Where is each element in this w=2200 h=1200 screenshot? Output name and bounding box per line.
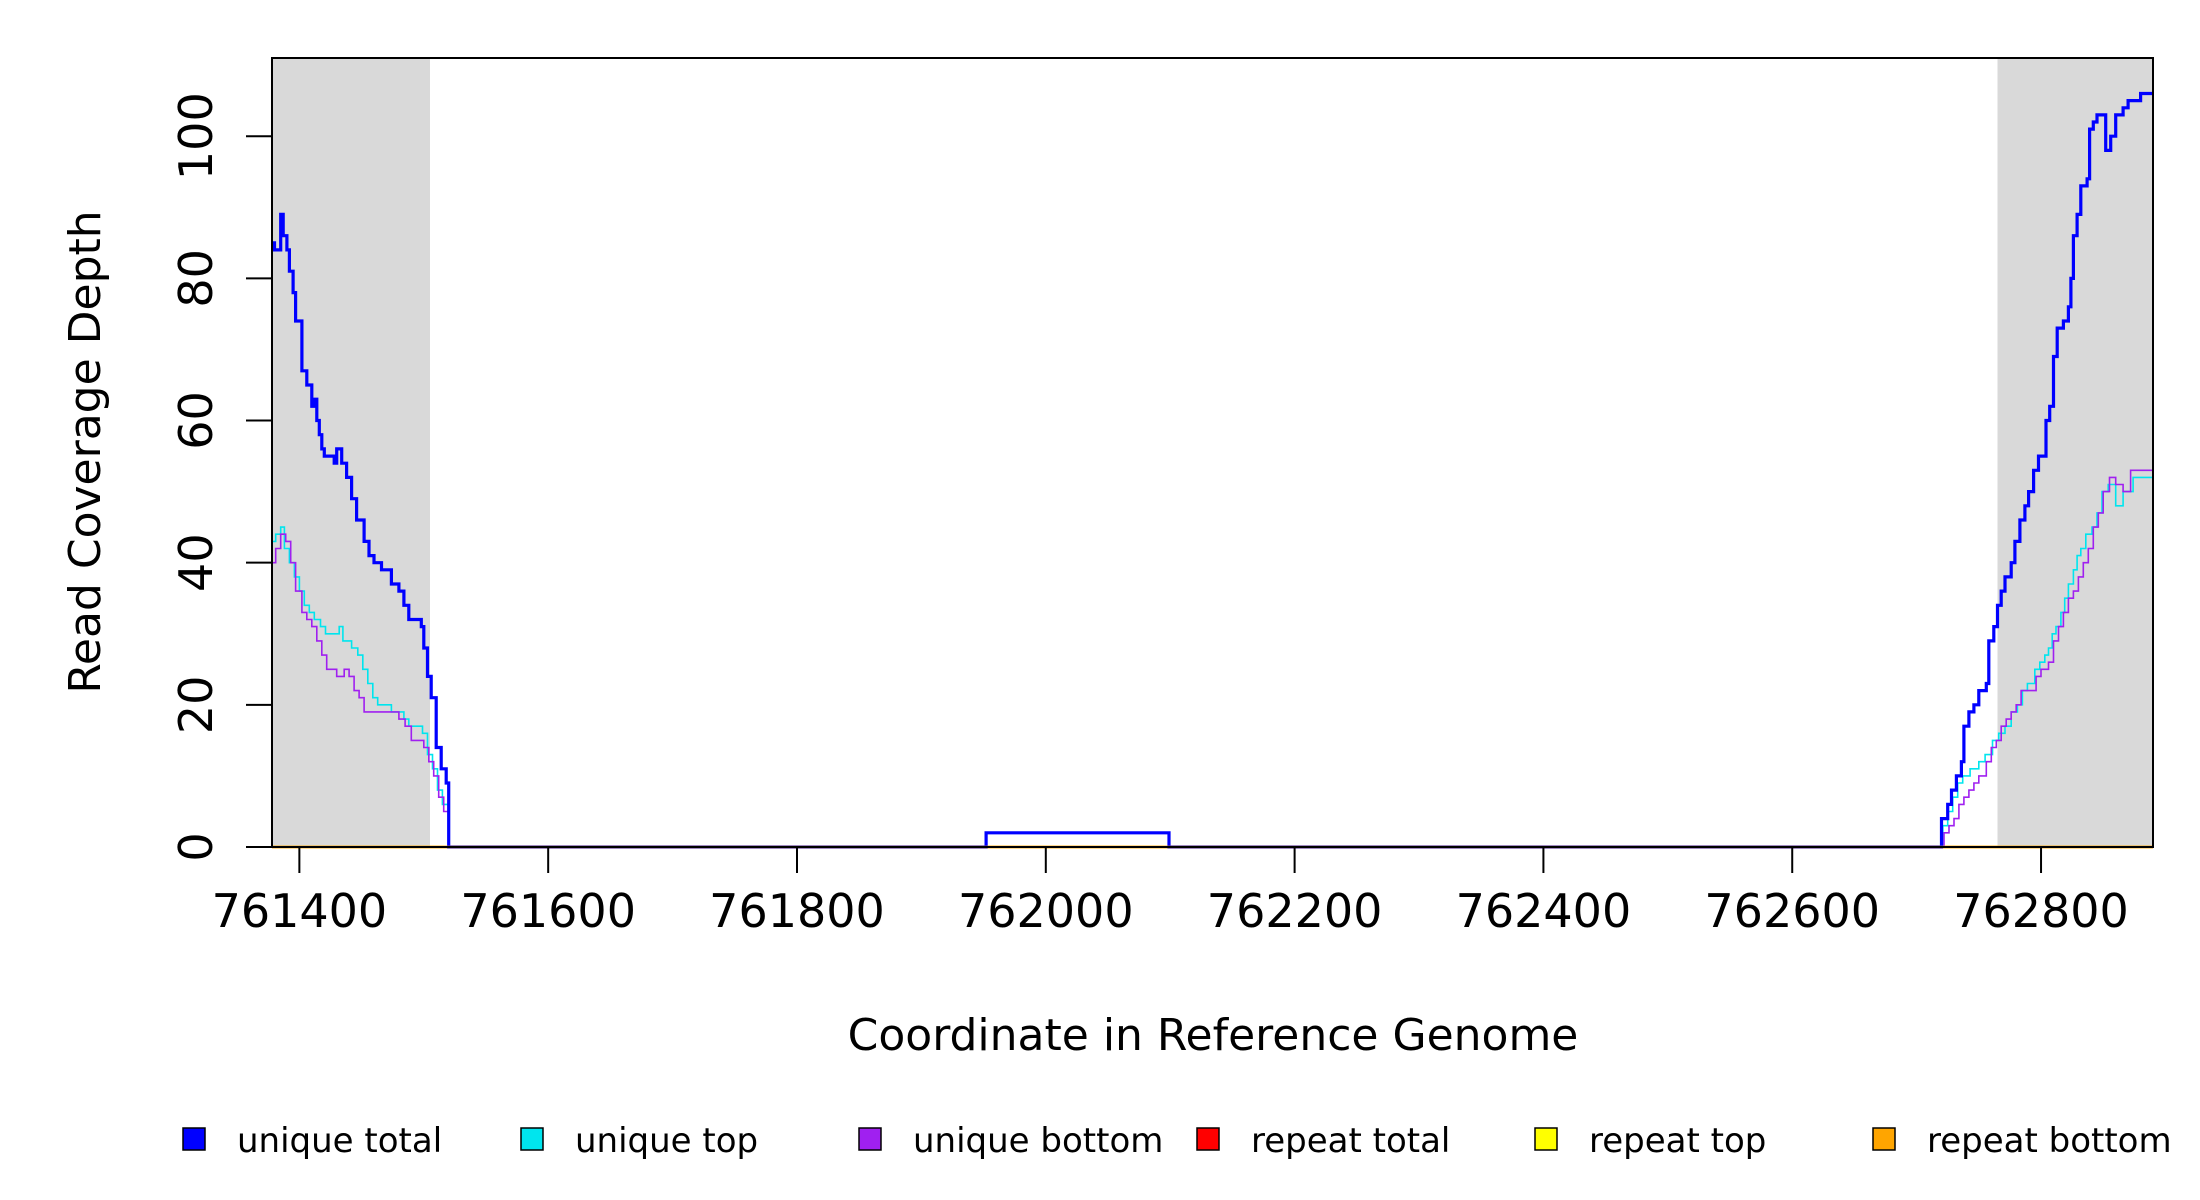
series-line-unique-total (272, 91, 2153, 849)
series-line-unique-bottom (272, 469, 2153, 848)
legend-label-repeat-top: repeat top (1589, 1121, 1766, 1161)
x-tick-label: 761600 (460, 884, 636, 938)
legend: unique total unique top unique bottom repea… (182, 1121, 2172, 1161)
y-tick-label: 20 (169, 676, 223, 735)
y-axis: 0 20 40 60 80 100 (169, 92, 272, 862)
x-tick-label: 762600 (1704, 884, 1880, 938)
x-axis-title: Coordinate in Reference Genome (848, 1010, 1579, 1061)
legend-swatch-repeat-top (1534, 1127, 1558, 1151)
x-axis: 761400 761600 761800 762000 762200 762400 7626… (212, 847, 2129, 938)
y-tick-label: 60 (169, 391, 223, 450)
y-tick-label: 80 (169, 249, 223, 308)
legend-label-repeat-bottom: repeat bottom (1927, 1121, 2172, 1161)
x-tick-label: 762400 (1456, 884, 1632, 938)
legend-label-unique-total: unique total (237, 1121, 442, 1161)
legend-swatch-unique-top (520, 1127, 544, 1151)
y-tick-label: 40 (169, 533, 223, 592)
y-axis-title: Read Coverage Depth (60, 210, 111, 693)
legend-label-unique-bottom: unique bottom (913, 1121, 1163, 1161)
x-tick-label: 761800 (709, 884, 885, 938)
legend-swatch-unique-bottom (858, 1127, 882, 1151)
legend-swatch-repeat-bottom (1872, 1127, 1896, 1151)
legend-label-repeat-total: repeat total (1251, 1121, 1450, 1161)
y-tick-label: 0 (169, 832, 223, 861)
plot-frame (271, 57, 2154, 848)
legend-swatch-unique-total (182, 1127, 206, 1151)
shaded-region (1997, 58, 2153, 847)
x-tick-label: 762200 (1207, 884, 1383, 938)
x-tick-label: 762800 (1953, 884, 2129, 938)
legend-label-unique-top: unique top (575, 1121, 758, 1161)
x-tick-label: 761400 (212, 884, 388, 938)
x-tick-label: 762000 (958, 884, 1134, 938)
shaded-region (272, 58, 430, 847)
shaded-regions (272, 58, 2153, 847)
y-tick-label: 100 (169, 92, 223, 180)
legend-swatch-repeat-total (1196, 1127, 1220, 1151)
